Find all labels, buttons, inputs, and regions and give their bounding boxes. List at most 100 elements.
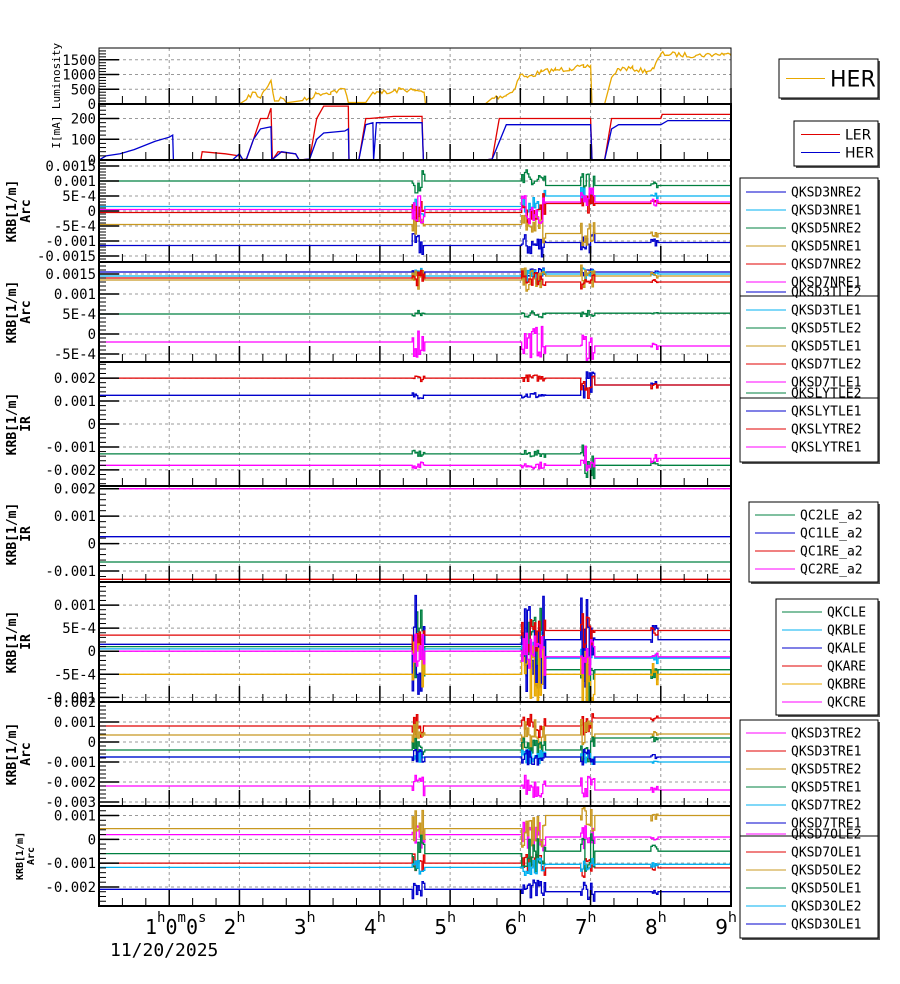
x-tick-number: 1h0m0s (145, 910, 206, 939)
legend-current: LER HER (793, 120, 880, 168)
legend-label: QKSD3NRE1 (791, 204, 861, 219)
y-tick-label: 0.002 (54, 371, 96, 387)
legend-item: QKSD7TLE2 (746, 358, 861, 373)
x-tick-number: 5 (434, 915, 447, 939)
series-line-qksd3ole1 (99, 879, 731, 902)
legend-item: QKSD5TLE1 (746, 340, 861, 355)
y-axis-title: KRB[1/m] (5, 503, 20, 566)
legend-item: QKCLE (782, 606, 866, 621)
y-tick-label: 0.001 (54, 509, 96, 525)
panel-krb-arc-tre: -0.003 -0.002 -0.001 0 0.001 0.002 KRB[1/m] Arc (5, 695, 732, 811)
y-tick-label: 0.0015 (45, 159, 96, 175)
legend-item: QKCRE (782, 696, 866, 711)
legend-label: QKCRE (827, 696, 866, 711)
legend-label: QKSD7OLE2 (791, 828, 861, 843)
y-tick-label: 0.001 (54, 715, 96, 731)
legend-label: QKBRE (827, 678, 866, 693)
legend-label: QKSD3TLE2 (791, 286, 861, 301)
series-line-qksd7ole2 (99, 821, 731, 852)
y-tick-label: -5E-4 (54, 347, 96, 363)
legend-item: QKSD5NRE2 (746, 222, 861, 237)
x-tick-part: 0 (186, 915, 198, 939)
x-tick-part: 1 (145, 915, 157, 939)
x-tick-unit: h (236, 910, 245, 926)
legend-label: QKSD7NRE2 (791, 258, 861, 273)
legend-item: QC1LE_a2 (755, 527, 863, 542)
legend-item: QKBLE (782, 624, 866, 639)
legend-item: QKSD7TRE2 (746, 799, 861, 814)
legend-box (775, 598, 879, 716)
y-axis-title: Arc (19, 199, 34, 222)
legend-item: QKSD3OLE1 (746, 918, 861, 933)
series-group (99, 169, 731, 258)
y-axis-title: KRB[1/m] (5, 611, 20, 674)
legend-label: QKSLYTLE1 (791, 405, 861, 420)
series-group (99, 713, 731, 798)
legend-label: QKSD3NRE2 (791, 186, 861, 201)
y-tick-label: -0.002 (45, 463, 96, 479)
legend-item: QKALE (782, 642, 866, 657)
legend-label: QKSD5TLE2 (791, 322, 861, 337)
legend-item: QKSD7NRE1 (746, 276, 861, 291)
series-line-qksd7tle1 (99, 325, 731, 362)
legend-label: QKSD7TLE2 (791, 358, 861, 373)
x-axis-date: 11/20/2025 (110, 940, 218, 961)
y-tick-label: 0.0015 (45, 267, 96, 283)
x-tick-label: 1h0m0s (145, 910, 206, 939)
legend-label: QKSLYTRE2 (791, 423, 861, 438)
series-line-qksd5tre1 (99, 736, 731, 763)
x-tick-unit: h (588, 910, 597, 926)
legend-item: QC2RE_a2 (755, 563, 863, 578)
series-line-ler (99, 105, 731, 160)
y-axis-title: KRB[1/m] (5, 281, 20, 344)
series-group (99, 371, 731, 480)
series-group (99, 264, 731, 362)
panel-frame (98, 485, 732, 583)
y-tick-label: 0.001 (54, 598, 96, 614)
series-line-qkale (99, 594, 731, 695)
x-tick-number: 8 (645, 915, 658, 939)
series-line-qkslytre1 (99, 445, 731, 472)
legend-label: QC1RE_a2 (800, 545, 863, 560)
legend-item: QKSD7OLE1 (746, 846, 861, 861)
y-tick-label: 5E-4 (62, 189, 96, 205)
legend-label: QKSD7TRE2 (791, 799, 861, 814)
series-line-qkcle (99, 607, 731, 702)
legend-item: QKSD5NRE1 (746, 240, 861, 255)
y-tick-label: -0.001 (45, 690, 96, 706)
y-axis-title: Arc (19, 742, 34, 765)
legend-label: QKSD3TLE1 (791, 304, 861, 319)
legend-item: QKSD5TRE1 (746, 781, 861, 796)
legend-item: QKSLYTRE2 (746, 423, 861, 438)
series-line-qksd3tre2 (99, 774, 731, 798)
y-axis-title: KRB[1/m] (5, 393, 20, 456)
y-tick-label: -0.001 (45, 564, 96, 580)
legend-krb-arc-tle: QKSD3TLE2 QKSD3TLE1 QKSD5TLE2 QKSD5TLE1 QKSD… (739, 286, 880, 400)
legend-label: QKSD5TRE1 (791, 781, 861, 796)
y-tick-label: 0 (88, 832, 96, 848)
series-line-qksd5ole1 (99, 833, 731, 873)
series-line-qksd7tre1 (99, 748, 731, 766)
y-tick-label: 0 (88, 204, 96, 220)
panel-krb-ir-sly: -0.002 -0.001 0 0.001 0.002 KRB[1/m] IR (5, 361, 732, 487)
x-tick-number: 6 (505, 915, 518, 939)
y-tick-label: 0 (88, 735, 96, 751)
series-group (99, 105, 731, 160)
y-tick-label: 0.001 (54, 287, 96, 303)
series-group (99, 806, 731, 902)
x-tick-part: h (157, 910, 165, 926)
legend-label: QKSD3TRE2 (791, 727, 861, 742)
legend-label: LER (845, 128, 872, 144)
legend-label: QKSLYTLE2 (791, 387, 861, 402)
legend-label: QKALE (827, 642, 866, 657)
x-tick-number: 2 (224, 915, 237, 939)
y-tick-label: 0 (88, 153, 96, 169)
legend-item: QKBRE (782, 678, 866, 693)
y-axis-title: KRB[1/m] (5, 180, 20, 243)
series-line-her (99, 50, 731, 104)
